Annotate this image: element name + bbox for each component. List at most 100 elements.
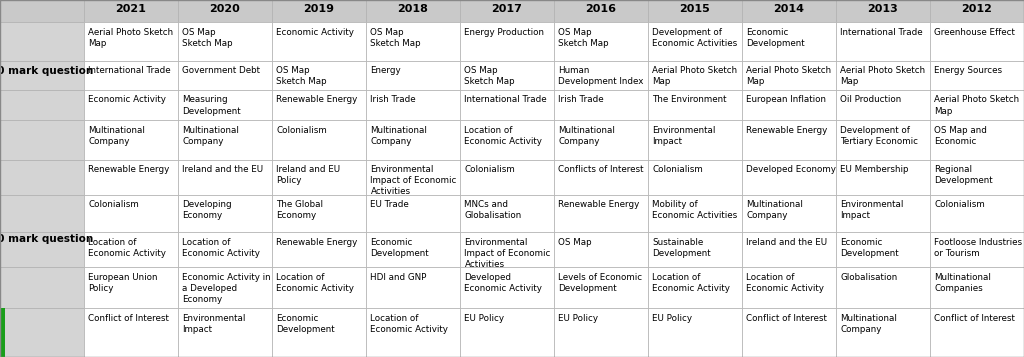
Text: Colonialism: Colonialism bbox=[276, 126, 328, 135]
Text: OS Map
Sketch Map: OS Map Sketch Map bbox=[276, 66, 327, 86]
Bar bbox=[0, 61, 84, 90]
Bar bbox=[460, 308, 554, 357]
Text: The Environment: The Environment bbox=[652, 95, 727, 105]
Text: 2014: 2014 bbox=[773, 4, 805, 14]
Bar bbox=[366, 267, 460, 308]
Bar bbox=[836, 61, 930, 90]
Bar bbox=[460, 160, 554, 195]
Text: MNCs and
Globalisation: MNCs and Globalisation bbox=[465, 200, 522, 220]
Text: Mobility of
Economic Activities: Mobility of Economic Activities bbox=[652, 200, 737, 220]
Text: 20 mark question: 20 mark question bbox=[0, 66, 93, 76]
Text: Energy: Energy bbox=[371, 66, 401, 75]
Text: European Union
Policy: European Union Policy bbox=[88, 272, 158, 293]
Text: Economic
Development: Economic Development bbox=[276, 313, 335, 334]
Bar bbox=[272, 160, 366, 195]
Bar bbox=[554, 120, 648, 160]
Text: Human
Development Index: Human Development Index bbox=[558, 66, 644, 86]
Text: Multinational
Company: Multinational Company bbox=[558, 126, 615, 146]
Bar bbox=[366, 0, 460, 22]
Bar bbox=[84, 195, 178, 232]
Text: Colonialism: Colonialism bbox=[88, 200, 139, 209]
Bar bbox=[742, 267, 836, 308]
Text: Colonialism: Colonialism bbox=[465, 165, 515, 174]
Text: Multinational
Company: Multinational Company bbox=[182, 126, 240, 146]
Bar bbox=[648, 22, 742, 61]
Bar bbox=[178, 267, 272, 308]
Text: 30 mark question: 30 mark question bbox=[0, 233, 93, 244]
Text: 2018: 2018 bbox=[397, 4, 428, 14]
Bar bbox=[0, 267, 84, 308]
Bar bbox=[0, 308, 5, 357]
Bar bbox=[742, 0, 836, 22]
Bar bbox=[648, 267, 742, 308]
Bar bbox=[648, 120, 742, 160]
Bar bbox=[272, 195, 366, 232]
Text: Environmental
Impact: Environmental Impact bbox=[652, 126, 716, 146]
Bar bbox=[836, 120, 930, 160]
Text: Economic
Development: Economic Development bbox=[746, 27, 805, 48]
Bar bbox=[460, 0, 554, 22]
Bar bbox=[648, 90, 742, 120]
Text: Location of
Economic Activity: Location of Economic Activity bbox=[746, 272, 824, 293]
Bar bbox=[178, 22, 272, 61]
Text: Multinational
Company: Multinational Company bbox=[88, 126, 145, 146]
Bar bbox=[554, 232, 648, 267]
Bar bbox=[460, 120, 554, 160]
Text: Conflict of Interest: Conflict of Interest bbox=[746, 313, 827, 323]
Bar bbox=[272, 308, 366, 357]
Bar bbox=[84, 267, 178, 308]
Bar bbox=[930, 232, 1024, 267]
Bar bbox=[460, 22, 554, 61]
Bar bbox=[742, 120, 836, 160]
Bar bbox=[84, 22, 178, 61]
Bar bbox=[930, 61, 1024, 90]
Text: 2017: 2017 bbox=[492, 4, 522, 14]
Text: 2012: 2012 bbox=[962, 4, 992, 14]
Text: Levels of Economic
Development: Levels of Economic Development bbox=[558, 272, 643, 293]
Bar bbox=[0, 160, 84, 195]
Text: International Trade: International Trade bbox=[465, 95, 547, 105]
Text: Location of
Economic Activity: Location of Economic Activity bbox=[465, 126, 543, 146]
Bar bbox=[178, 120, 272, 160]
Text: OS Map
Sketch Map: OS Map Sketch Map bbox=[465, 66, 515, 86]
Bar bbox=[930, 90, 1024, 120]
Text: Multinational
Company: Multinational Company bbox=[371, 126, 427, 146]
Text: 2021: 2021 bbox=[116, 4, 146, 14]
Bar bbox=[0, 308, 84, 357]
Text: European Inflation: European Inflation bbox=[746, 95, 826, 105]
Bar bbox=[554, 22, 648, 61]
Bar bbox=[836, 195, 930, 232]
Bar bbox=[84, 90, 178, 120]
Bar bbox=[460, 267, 554, 308]
Bar bbox=[366, 90, 460, 120]
Text: EU Membership: EU Membership bbox=[841, 165, 909, 174]
Bar bbox=[648, 0, 742, 22]
Bar bbox=[0, 195, 84, 232]
Bar bbox=[742, 90, 836, 120]
Text: Greenhouse Effect: Greenhouse Effect bbox=[935, 27, 1016, 37]
Text: Multinational
Company: Multinational Company bbox=[841, 313, 897, 334]
Bar bbox=[366, 308, 460, 357]
Text: Sustainable
Development: Sustainable Development bbox=[652, 237, 711, 258]
Text: Environmental
Impact: Environmental Impact bbox=[182, 313, 246, 334]
Text: Environmental
Impact of Economic
Activities: Environmental Impact of Economic Activit… bbox=[371, 165, 457, 196]
Text: Location of
Economic Activity: Location of Economic Activity bbox=[276, 272, 354, 293]
Bar bbox=[930, 160, 1024, 195]
Text: Energy Sources: Energy Sources bbox=[935, 66, 1002, 75]
Text: Developed
Economic Activity: Developed Economic Activity bbox=[465, 272, 543, 293]
Bar bbox=[554, 308, 648, 357]
Bar bbox=[930, 195, 1024, 232]
Bar bbox=[836, 22, 930, 61]
Bar bbox=[836, 160, 930, 195]
Bar bbox=[272, 232, 366, 267]
Text: Development of
Economic Activities: Development of Economic Activities bbox=[652, 27, 737, 48]
Bar bbox=[648, 308, 742, 357]
Text: Multinational
Company: Multinational Company bbox=[746, 200, 804, 220]
Text: Ireland and EU
Policy: Ireland and EU Policy bbox=[276, 165, 341, 185]
Text: 2016: 2016 bbox=[586, 4, 616, 14]
Text: Aerial Photo Sketch
Map: Aerial Photo Sketch Map bbox=[746, 66, 831, 86]
Text: EU Trade: EU Trade bbox=[371, 200, 410, 209]
Text: Government Debt: Government Debt bbox=[182, 66, 260, 75]
Text: EU Policy: EU Policy bbox=[465, 313, 505, 323]
Bar bbox=[836, 308, 930, 357]
